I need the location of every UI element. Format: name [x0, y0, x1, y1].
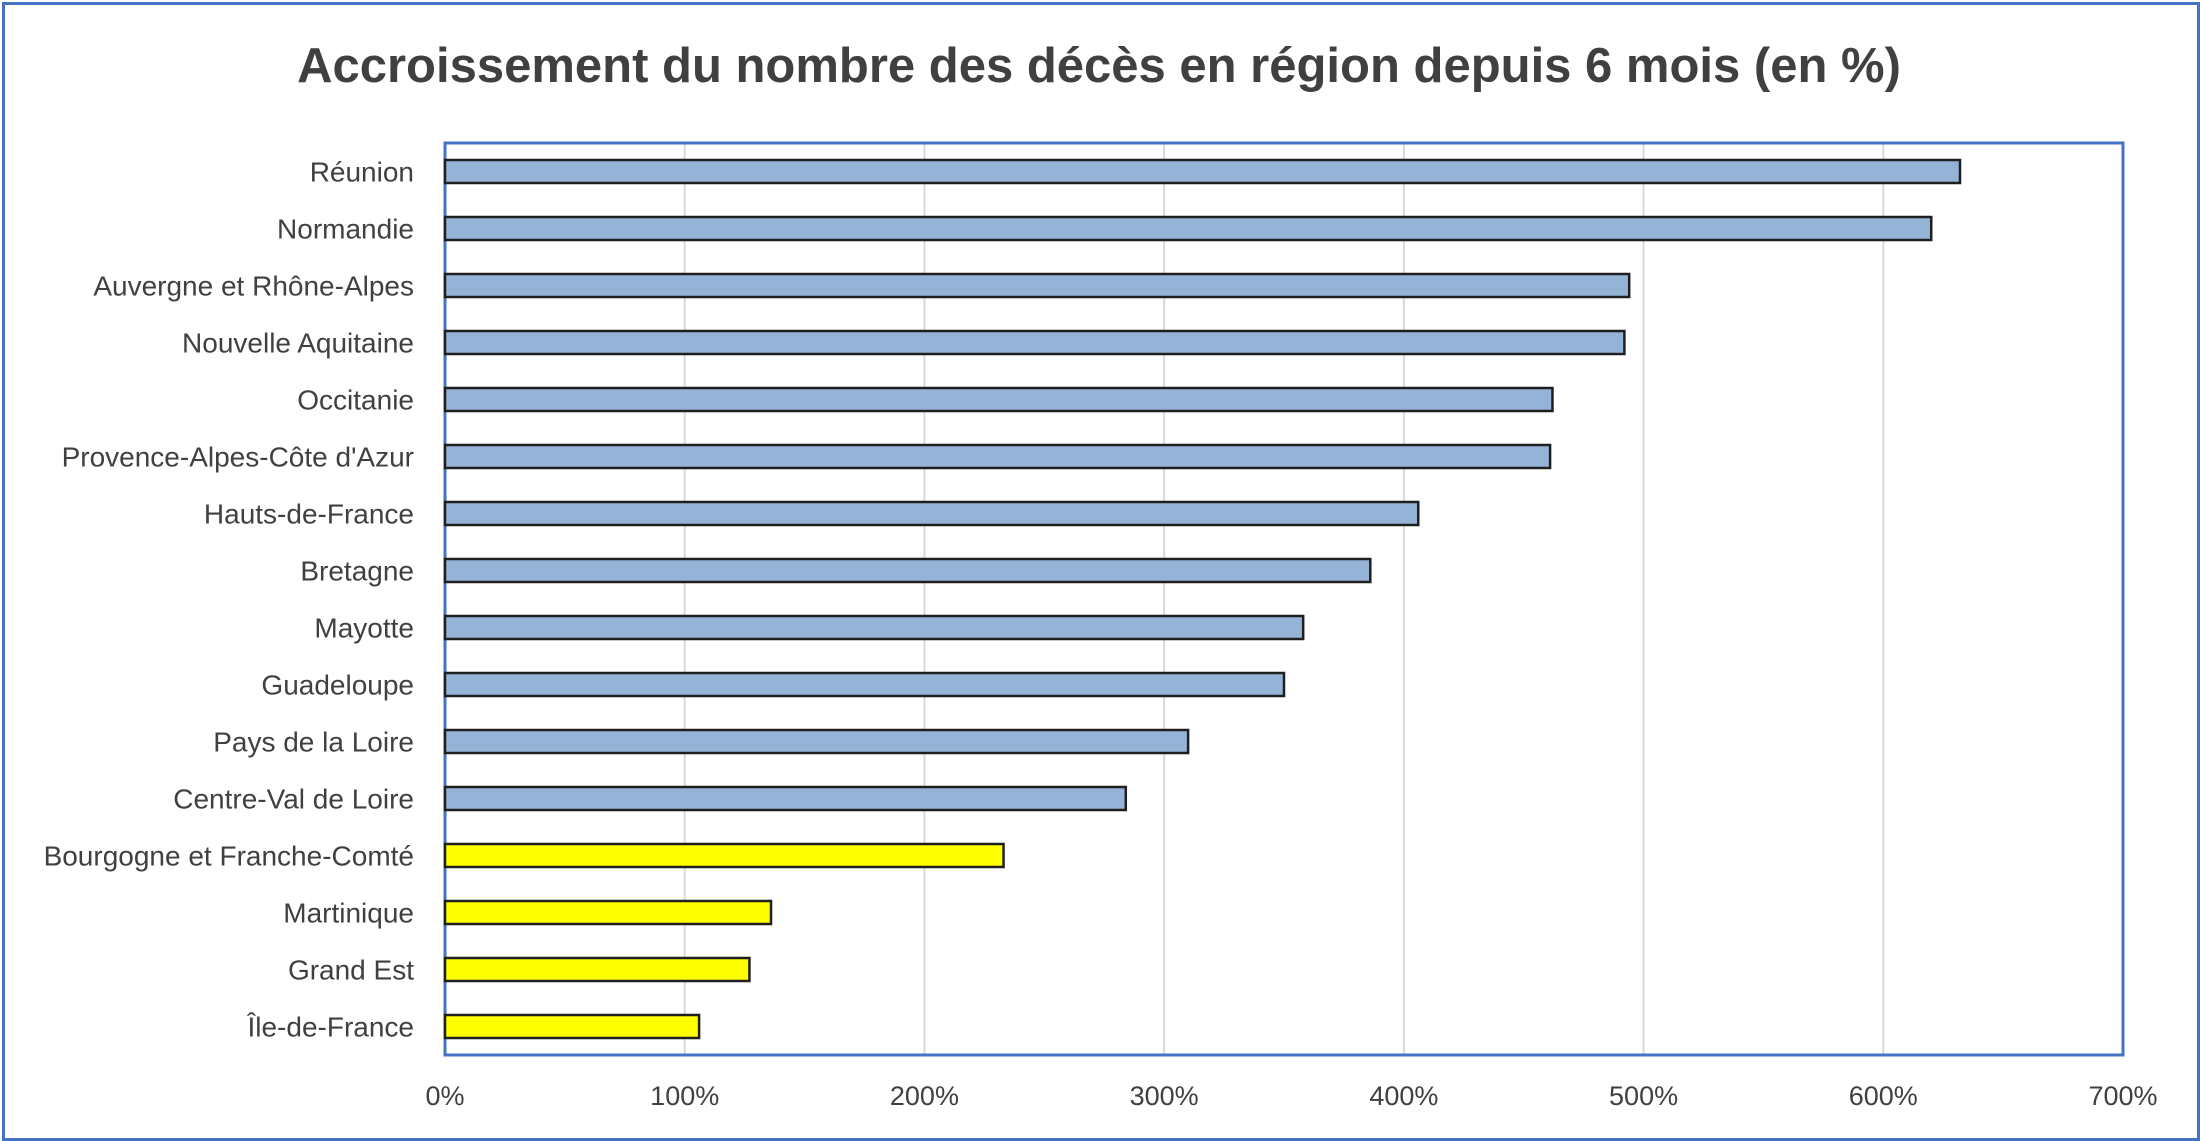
category-label: Centre-Val de Loire	[173, 784, 414, 815]
bar	[443, 842, 1005, 869]
bar	[443, 956, 751, 983]
x-tick-label: 300%	[1130, 1081, 1199, 1111]
chart-title: Accroissement du nombre des décès en rég…	[297, 39, 1901, 93]
category-label: Nouvelle Aquitaine	[182, 328, 414, 359]
bar	[443, 272, 1631, 299]
bar	[443, 215, 1933, 242]
x-tick-label: 700%	[2088, 1081, 2157, 1111]
x-tick-label: 500%	[1609, 1081, 1678, 1111]
bar	[443, 557, 1372, 584]
x-tick-label: 600%	[1849, 1081, 1918, 1111]
bar	[443, 1013, 701, 1040]
category-labels: Réunion Normandie Auvergne et Rhône-Alpes N…	[44, 157, 415, 1043]
category-label: Occitanie	[297, 385, 414, 416]
bars	[443, 158, 1962, 1040]
bar	[443, 614, 1305, 641]
category-label: Réunion	[310, 157, 414, 188]
category-label: Martinique	[283, 898, 414, 929]
category-label: Normandie	[277, 214, 414, 245]
category-label: Bourgogne et Franche-Comté	[44, 841, 414, 872]
bar	[443, 443, 1552, 470]
category-label: Guadeloupe	[261, 670, 414, 701]
category-label: Provence-Alpes-Côte d'Azur	[62, 442, 414, 473]
bar	[443, 329, 1626, 356]
x-axis-tick-labels: 0% 100% 200% 300% 400% 500% 600% 700%	[425, 1081, 2157, 1111]
category-label: Grand Est	[288, 955, 414, 986]
x-tick-label: 400%	[1369, 1081, 1438, 1111]
bar	[443, 500, 1420, 527]
category-label: Île-de-France	[246, 1012, 414, 1043]
bar	[443, 158, 1962, 185]
category-label: Auvergne et Rhône-Alpes	[93, 271, 414, 302]
bar	[443, 899, 773, 926]
plot-area	[443, 141, 2125, 1057]
x-tick-label: 200%	[890, 1081, 959, 1111]
category-label: Mayotte	[314, 613, 414, 644]
bar	[443, 671, 1286, 698]
bar	[443, 386, 1554, 413]
bar	[443, 728, 1190, 755]
x-tick-label: 100%	[650, 1081, 719, 1111]
category-label: Pays de la Loire	[213, 727, 414, 758]
x-tick-label: 0%	[425, 1081, 464, 1111]
category-label: Bretagne	[300, 556, 414, 587]
category-label: Hauts-de-France	[204, 499, 414, 530]
bar	[443, 785, 1128, 812]
